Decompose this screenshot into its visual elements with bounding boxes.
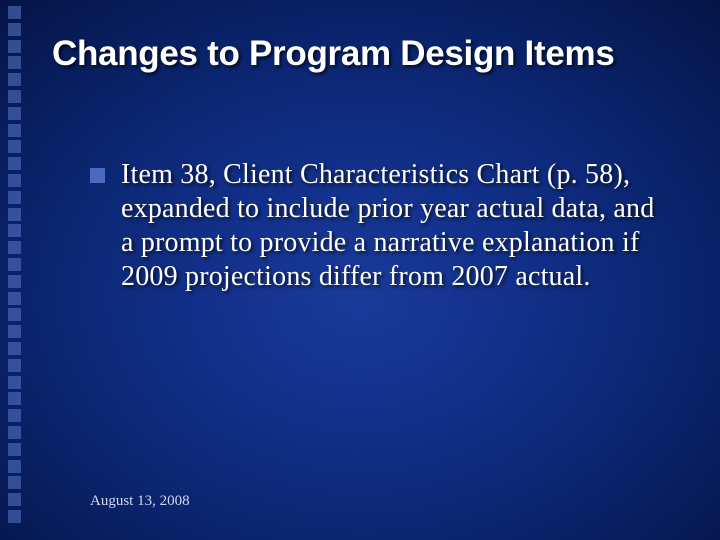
decoration-square — [8, 510, 21, 523]
decoration-square — [8, 23, 21, 36]
bullet-item: Item 38, Client Characteristics Chart (p… — [90, 158, 672, 295]
slide-title: Changes to Program Design Items — [52, 34, 690, 74]
decoration-square — [8, 124, 21, 137]
decoration-square — [8, 409, 21, 422]
decoration-square — [8, 376, 21, 389]
decoration-square — [8, 157, 21, 170]
decoration-square — [8, 426, 21, 439]
decoration-square — [8, 275, 21, 288]
slide-body: Item 38, Client Characteristics Chart (p… — [90, 158, 672, 295]
decoration-square — [8, 292, 21, 305]
decoration-square — [8, 174, 21, 187]
decoration-square — [8, 493, 21, 506]
decoration-square — [8, 308, 21, 321]
decoration-square — [8, 443, 21, 456]
decoration-square — [8, 6, 21, 19]
footer-date: August 13, 2008 — [90, 493, 190, 510]
decoration-square — [8, 325, 21, 338]
decoration-square — [8, 342, 21, 355]
decoration-square — [8, 476, 21, 489]
decoration-square — [8, 40, 21, 53]
decoration-square — [8, 359, 21, 372]
decoration-square — [8, 460, 21, 473]
decoration-square — [8, 191, 21, 204]
bullet-text: Item 38, Client Characteristics Chart (p… — [121, 158, 672, 295]
decoration-square — [8, 90, 21, 103]
decoration-square — [8, 224, 21, 237]
decoration-square — [8, 258, 21, 271]
decoration-square — [8, 56, 21, 69]
bullet-marker-icon — [90, 168, 105, 183]
left-decoration-strip — [8, 6, 21, 523]
decoration-square — [8, 208, 21, 221]
decoration-square — [8, 107, 21, 120]
decoration-square — [8, 140, 21, 153]
slide: Changes to Program Design Items Item 38,… — [0, 0, 720, 540]
decoration-square — [8, 392, 21, 405]
decoration-square — [8, 73, 21, 86]
decoration-square — [8, 241, 21, 254]
